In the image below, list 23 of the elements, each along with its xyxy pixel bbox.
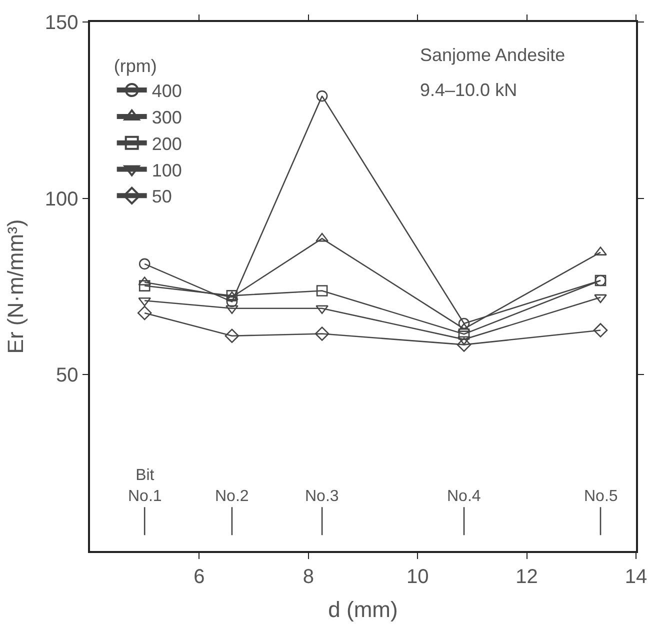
annotation: No.5 <box>584 488 618 505</box>
annotation: No.2 <box>215 488 249 505</box>
x-tick-label: 8 <box>302 566 314 588</box>
x-tick-label: 10 <box>406 566 429 588</box>
annotation: No.4 <box>447 488 481 505</box>
legend-label: 50 <box>152 186 172 207</box>
annotation: Sanjome Andesite <box>420 45 566 65</box>
legend-label: 400 <box>152 81 182 102</box>
annotation: No.3 <box>305 488 339 505</box>
legend-label: 200 <box>152 134 182 154</box>
x-tick-label: 14 <box>624 566 648 588</box>
x-tick-label: 6 <box>194 566 205 588</box>
y-axis-title: Er (N·m/mm³) <box>3 219 28 354</box>
legend-title: (rpm) <box>114 56 157 76</box>
x-axis-title: d (mm) <box>328 597 398 622</box>
legend-label: 100 <box>152 160 182 180</box>
y-tick-label: 50 <box>56 364 78 387</box>
annotation: 9.4–10.0 kN <box>420 80 518 100</box>
y-tick-label: 100 <box>44 188 78 210</box>
y-tick-label: 150 <box>44 12 78 34</box>
annotation: Bit No.1 <box>128 467 162 505</box>
x-tick-label: 12 <box>516 566 538 588</box>
legend-label: 300 <box>152 107 182 128</box>
